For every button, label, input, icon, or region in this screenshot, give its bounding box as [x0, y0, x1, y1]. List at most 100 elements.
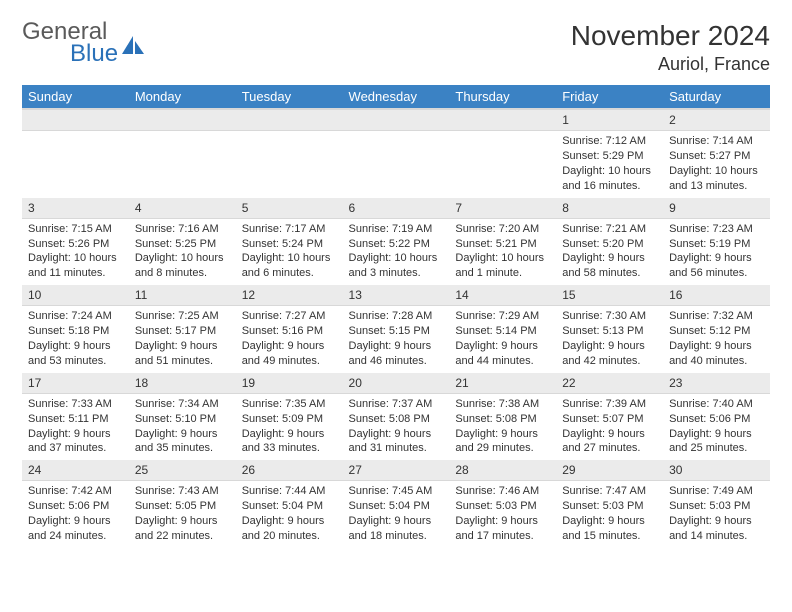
calendar-week: 10Sunrise: 7:24 AMSunset: 5:18 PMDayligh…: [22, 285, 770, 373]
day-line: Sunrise: 7:29 AM: [455, 309, 550, 324]
day-header: Wednesday: [343, 85, 450, 109]
day-line: Daylight: 9 hours and 49 minutes.: [242, 339, 337, 369]
day-content: Sunrise: 7:17 AMSunset: 5:24 PMDaylight:…: [236, 219, 343, 285]
month-title: November 2024: [571, 20, 770, 52]
day-line: Sunrise: 7:20 AM: [455, 222, 550, 237]
day-line: Daylight: 9 hours and 42 minutes.: [562, 339, 657, 369]
day-line: Sunrise: 7:49 AM: [669, 484, 764, 499]
day-line: Sunrise: 7:24 AM: [28, 309, 123, 324]
day-line: Daylight: 9 hours and 14 minutes.: [669, 514, 764, 544]
day-line: Sunset: 5:26 PM: [28, 237, 123, 252]
day-line: Sunrise: 7:46 AM: [455, 484, 550, 499]
day-line: Daylight: 9 hours and 27 minutes.: [562, 427, 657, 457]
day-line: Sunrise: 7:16 AM: [135, 222, 230, 237]
day-content: Sunrise: 7:32 AMSunset: 5:12 PMDaylight:…: [663, 306, 770, 372]
header: General Blue November 2024 Auriol, Franc…: [22, 20, 770, 75]
day-content: Sunrise: 7:30 AMSunset: 5:13 PMDaylight:…: [556, 306, 663, 372]
day-line: Sunrise: 7:42 AM: [28, 484, 123, 499]
day-content: Sunrise: 7:46 AMSunset: 5:03 PMDaylight:…: [449, 481, 556, 547]
day-number: 9: [663, 198, 770, 219]
day-number: 16: [663, 285, 770, 306]
day-line: Sunset: 5:03 PM: [455, 499, 550, 514]
calendar-day: 18Sunrise: 7:34 AMSunset: 5:10 PMDayligh…: [129, 373, 236, 461]
calendar-day: 15Sunrise: 7:30 AMSunset: 5:13 PMDayligh…: [556, 285, 663, 373]
day-line: Daylight: 9 hours and 35 minutes.: [135, 427, 230, 457]
day-line: Sunset: 5:16 PM: [242, 324, 337, 339]
day-line: Sunrise: 7:39 AM: [562, 397, 657, 412]
calendar-day: 14Sunrise: 7:29 AMSunset: 5:14 PMDayligh…: [449, 285, 556, 373]
sail-icon: [122, 36, 144, 54]
calendar-day: 4Sunrise: 7:16 AMSunset: 5:25 PMDaylight…: [129, 198, 236, 286]
day-line: Daylight: 9 hours and 15 minutes.: [562, 514, 657, 544]
day-number: 23: [663, 373, 770, 394]
day-line: Sunrise: 7:43 AM: [135, 484, 230, 499]
day-number: [129, 110, 236, 131]
day-number: 20: [343, 373, 450, 394]
calendar-day: 11Sunrise: 7:25 AMSunset: 5:17 PMDayligh…: [129, 285, 236, 373]
day-line: Sunset: 5:22 PM: [349, 237, 444, 252]
calendar-day: 6Sunrise: 7:19 AMSunset: 5:22 PMDaylight…: [343, 198, 450, 286]
day-number: 26: [236, 460, 343, 481]
day-line: Sunset: 5:06 PM: [669, 412, 764, 427]
calendar-day: 16Sunrise: 7:32 AMSunset: 5:12 PMDayligh…: [663, 285, 770, 373]
day-content: Sunrise: 7:47 AMSunset: 5:03 PMDaylight:…: [556, 481, 663, 547]
day-content: [236, 131, 343, 138]
day-line: Sunset: 5:19 PM: [669, 237, 764, 252]
day-line: Daylight: 9 hours and 31 minutes.: [349, 427, 444, 457]
day-header: Thursday: [449, 85, 556, 109]
day-content: [343, 131, 450, 138]
day-content: [449, 131, 556, 138]
day-number: 14: [449, 285, 556, 306]
day-line: Daylight: 10 hours and 1 minute.: [455, 251, 550, 281]
day-number: 27: [343, 460, 450, 481]
calendar-day: 24Sunrise: 7:42 AMSunset: 5:06 PMDayligh…: [22, 460, 129, 548]
day-content: Sunrise: 7:45 AMSunset: 5:04 PMDaylight:…: [343, 481, 450, 547]
day-number: 11: [129, 285, 236, 306]
day-number: 30: [663, 460, 770, 481]
day-line: Sunset: 5:20 PM: [562, 237, 657, 252]
day-line: Sunrise: 7:40 AM: [669, 397, 764, 412]
day-number: 21: [449, 373, 556, 394]
day-line: Sunrise: 7:19 AM: [349, 222, 444, 237]
day-line: Daylight: 9 hours and 46 minutes.: [349, 339, 444, 369]
day-content: Sunrise: 7:21 AMSunset: 5:20 PMDaylight:…: [556, 219, 663, 285]
day-content: Sunrise: 7:40 AMSunset: 5:06 PMDaylight:…: [663, 394, 770, 460]
day-line: Sunset: 5:13 PM: [562, 324, 657, 339]
day-content: [22, 131, 129, 138]
calendar-day-empty: [236, 109, 343, 198]
calendar-day: 17Sunrise: 7:33 AMSunset: 5:11 PMDayligh…: [22, 373, 129, 461]
day-number: [22, 110, 129, 131]
day-line: Sunset: 5:15 PM: [349, 324, 444, 339]
day-line: Sunrise: 7:23 AM: [669, 222, 764, 237]
day-number: 5: [236, 198, 343, 219]
day-line: Sunrise: 7:17 AM: [242, 222, 337, 237]
day-number: 3: [22, 198, 129, 219]
day-line: Sunset: 5:18 PM: [28, 324, 123, 339]
calendar-day: 5Sunrise: 7:17 AMSunset: 5:24 PMDaylight…: [236, 198, 343, 286]
calendar-day: 7Sunrise: 7:20 AMSunset: 5:21 PMDaylight…: [449, 198, 556, 286]
day-line: Sunrise: 7:44 AM: [242, 484, 337, 499]
day-line: Daylight: 9 hours and 17 minutes.: [455, 514, 550, 544]
day-number: 28: [449, 460, 556, 481]
calendar-day: 3Sunrise: 7:15 AMSunset: 5:26 PMDaylight…: [22, 198, 129, 286]
day-line: Daylight: 9 hours and 33 minutes.: [242, 427, 337, 457]
calendar-day: 30Sunrise: 7:49 AMSunset: 5:03 PMDayligh…: [663, 460, 770, 548]
day-content: Sunrise: 7:25 AMSunset: 5:17 PMDaylight:…: [129, 306, 236, 372]
day-content: Sunrise: 7:44 AMSunset: 5:04 PMDaylight:…: [236, 481, 343, 547]
day-line: Daylight: 9 hours and 29 minutes.: [455, 427, 550, 457]
day-line: Daylight: 10 hours and 16 minutes.: [562, 164, 657, 194]
day-line: Sunrise: 7:45 AM: [349, 484, 444, 499]
day-content: Sunrise: 7:34 AMSunset: 5:10 PMDaylight:…: [129, 394, 236, 460]
day-line: Daylight: 9 hours and 51 minutes.: [135, 339, 230, 369]
day-content: Sunrise: 7:38 AMSunset: 5:08 PMDaylight:…: [449, 394, 556, 460]
day-number: 2: [663, 110, 770, 131]
day-content: Sunrise: 7:20 AMSunset: 5:21 PMDaylight:…: [449, 219, 556, 285]
day-line: Sunset: 5:06 PM: [28, 499, 123, 514]
day-number: 17: [22, 373, 129, 394]
day-line: Sunrise: 7:33 AM: [28, 397, 123, 412]
day-line: Daylight: 10 hours and 8 minutes.: [135, 251, 230, 281]
day-number: 19: [236, 373, 343, 394]
day-line: Sunrise: 7:25 AM: [135, 309, 230, 324]
day-content: Sunrise: 7:16 AMSunset: 5:25 PMDaylight:…: [129, 219, 236, 285]
day-number: 25: [129, 460, 236, 481]
